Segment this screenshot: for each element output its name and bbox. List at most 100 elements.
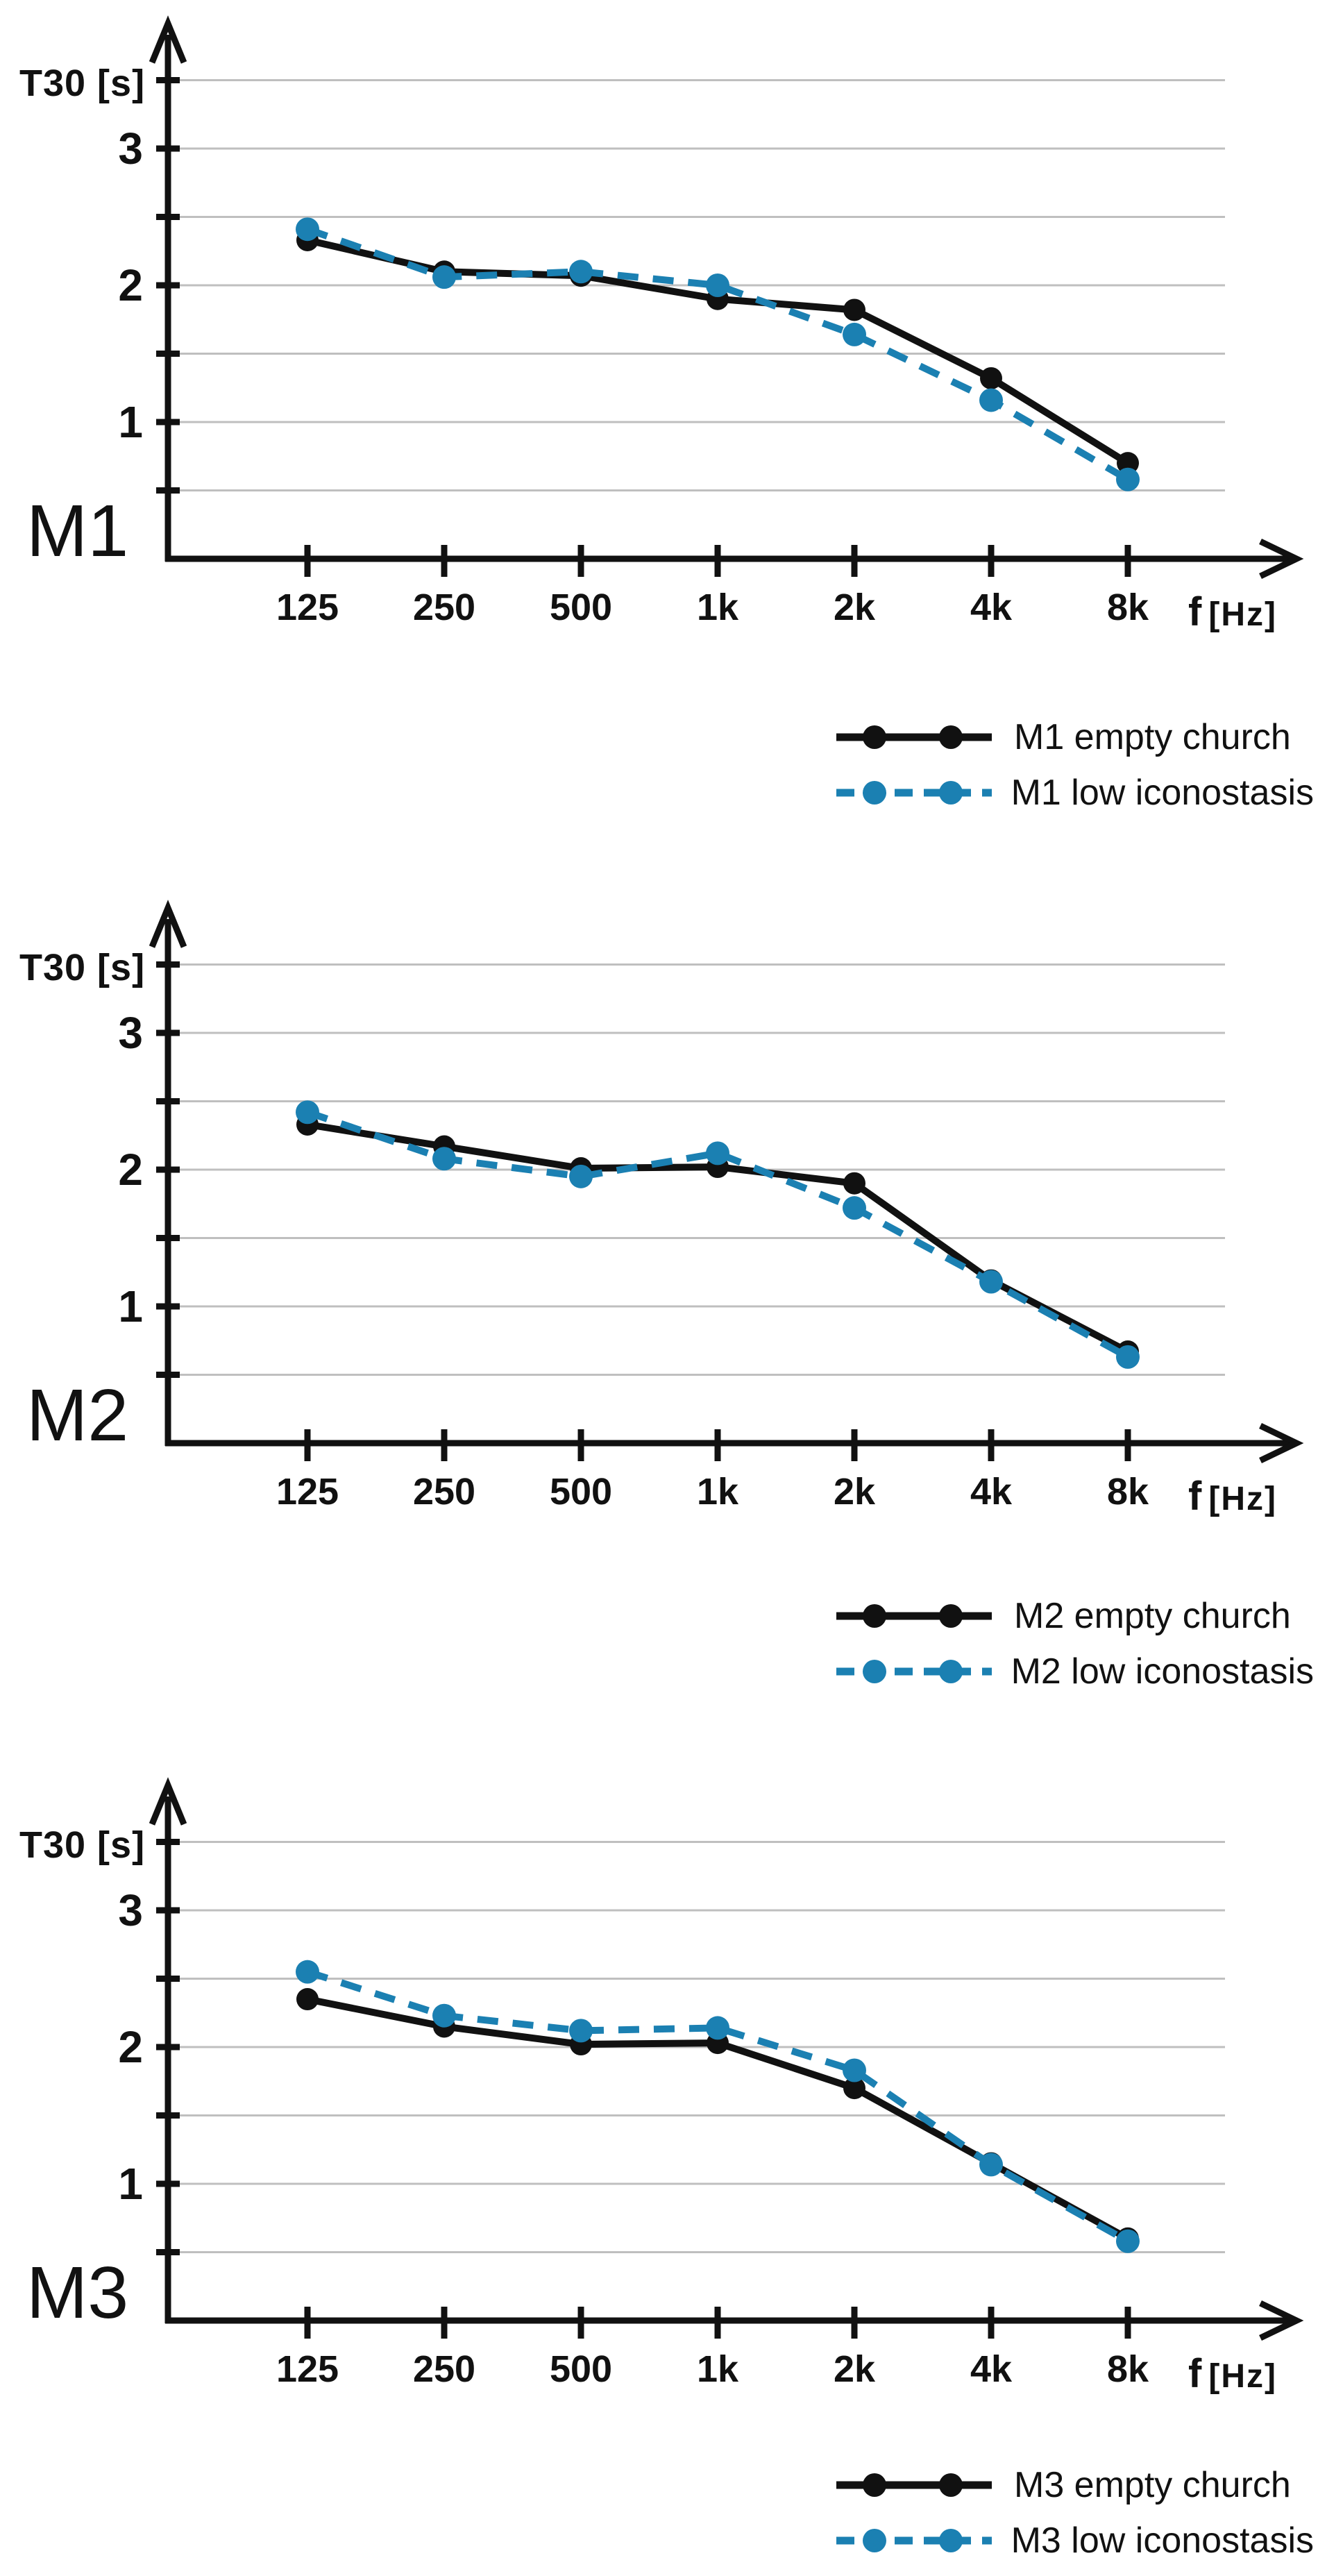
y-tick-label: 2 (118, 260, 143, 310)
legend-marker (939, 1604, 963, 1628)
plot-m2: 125 250 500 1k 2k 4k 8k 1 2 3 (118, 900, 1304, 1513)
legend-marker (863, 2529, 886, 2552)
data-point-marker (296, 1100, 319, 1125)
x-tick-label: 500 (550, 1471, 612, 1513)
x-tick-label: 2k (834, 2348, 876, 2390)
legend-swatch-dashed (836, 1660, 992, 1683)
legend-label: M2 empty church (1014, 1596, 1291, 1636)
legend-swatch-dashed (836, 781, 992, 805)
plot-m3: 125 250 500 1k 2k 4k 8k 1 2 3 (118, 1777, 1304, 2390)
legend-label: M1 low iconostasis (1011, 773, 1314, 813)
data-point-marker (843, 2058, 866, 2082)
chart-m1: 125 250 500 1k 2k 4k 8k 1 2 3 T30 [s] M1 f [Hz] (0, 0, 1318, 649)
x-tick-label: 4k (970, 587, 1013, 628)
data-point-marker (1116, 1345, 1140, 1369)
legend-m2: M2 empty church M2 low iconostasis (835, 1588, 1314, 1699)
data-point-marker (432, 2003, 456, 2028)
data-point-marker (843, 1196, 866, 1220)
data-point-marker (296, 1960, 319, 1984)
x-tick-label: 250 (413, 2348, 475, 2390)
legend-swatch-solid (836, 2473, 992, 2497)
x-tick-label: 250 (413, 1471, 475, 1513)
data-point-marker (1116, 467, 1140, 491)
chart-m3: 125 250 500 1k 2k 4k 8k 1 2 3 T30 [s] M3 f [Hz] (0, 1762, 1318, 2411)
y-axis-label: T30 [s] (19, 62, 146, 104)
legend-label: M3 low iconostasis (1011, 2520, 1314, 2561)
legend-m3: M3 empty church M3 low iconostasis (835, 2457, 1314, 2568)
data-point-marker (979, 388, 1003, 412)
y-tick-label: 1 (118, 1281, 143, 1331)
y-axis-arrow-icon (149, 900, 187, 948)
x-tick-label: 8k (1107, 2348, 1149, 2390)
x-tick-label: 4k (970, 1471, 1013, 1513)
y-tick-label: 3 (118, 124, 143, 174)
data-point-marker (980, 367, 1002, 389)
x-tick-label: 250 (413, 587, 475, 628)
x-axis-arrow-icon (1259, 1422, 1304, 1464)
data-point-marker (1117, 452, 1139, 475)
plot-m1: 125 250 500 1k 2k 4k 8k 1 2 3 (118, 15, 1304, 628)
x-axis-arrow-icon (1259, 2300, 1304, 2341)
x-tick-label: 500 (550, 2348, 612, 2390)
legend-m1: M1 empty church M1 low iconostasis (835, 709, 1314, 820)
legend-marker (863, 1660, 886, 1683)
x-tick-label: 8k (1107, 587, 1149, 628)
y-tick-label: 3 (118, 1885, 143, 1935)
legend-swatch-solid (836, 1604, 992, 1628)
data-point-marker (432, 1147, 456, 1171)
chart-m2: 125 250 500 1k 2k 4k 8k 1 2 3 T30 [s] M2 f [Hz] (0, 884, 1318, 1533)
x-axis-label-f: f (1188, 2351, 1202, 2396)
y-axis-arrow-icon (149, 1777, 187, 1826)
x-axis-label-unit: [Hz] (1208, 596, 1277, 633)
x-tick-label: 1k (697, 1471, 739, 1513)
data-point-marker (296, 1988, 319, 2011)
x-axis-label-f: f (1188, 1474, 1202, 1519)
x-axis-label: f [Hz] (1188, 1473, 1277, 1519)
legend-item: M1 empty church (835, 709, 1314, 765)
data-point-marker (843, 322, 866, 346)
y-axis-arrow-icon (149, 15, 187, 64)
legend-item: M3 low iconostasis (835, 2513, 1314, 2568)
x-tick-label: 125 (276, 2348, 339, 2390)
legend-marker (939, 2529, 963, 2552)
x-tick-label: 2k (834, 587, 876, 628)
data-point-marker (569, 1164, 593, 1188)
legend-swatch-solid (836, 725, 992, 749)
legend-label: M2 low iconostasis (1011, 1651, 1314, 1692)
y-tick-label: 2 (118, 2022, 143, 2072)
legend-marker (863, 725, 886, 749)
legend-item: M2 empty church (835, 1588, 1314, 1644)
legend-marker (939, 725, 963, 749)
legend-marker (863, 1604, 886, 1628)
data-point-marker (296, 217, 319, 242)
chart-title-m2: M2 (26, 1374, 129, 1456)
x-axis-label-unit: [Hz] (1208, 2358, 1277, 2395)
data-point-marker (843, 298, 865, 321)
y-axis-label: T30 [s] (19, 947, 146, 988)
y-tick-label: 3 (118, 1008, 143, 1058)
legend-label: M1 empty church (1014, 717, 1291, 757)
data-point-marker (569, 260, 593, 284)
x-axis-label: f [Hz] (1188, 589, 1277, 635)
x-axis-arrow-icon (1259, 538, 1304, 580)
y-tick-label: 1 (118, 2159, 143, 2209)
data-point-marker (706, 273, 729, 297)
legend-marker (863, 2473, 886, 2497)
legend-swatch-dashed (836, 2529, 992, 2552)
x-tick-label: 125 (276, 1471, 339, 1513)
legend-item: M3 empty church (835, 2457, 1314, 2513)
x-tick-label: 125 (276, 587, 339, 628)
legend-item: M1 low iconostasis (835, 765, 1314, 820)
data-point-marker (979, 2153, 1003, 2177)
legend-marker (939, 2473, 963, 2497)
x-tick-label: 2k (834, 1471, 876, 1513)
x-tick-label: 8k (1107, 1471, 1149, 1513)
legend-item: M2 low iconostasis (835, 1644, 1314, 1699)
legend-marker (863, 781, 886, 805)
y-tick-label: 2 (118, 1145, 143, 1195)
data-point-marker (432, 265, 456, 289)
data-point-marker (979, 1270, 1003, 1294)
x-axis-label-f: f (1188, 589, 1202, 634)
x-tick-label: 500 (550, 587, 612, 628)
